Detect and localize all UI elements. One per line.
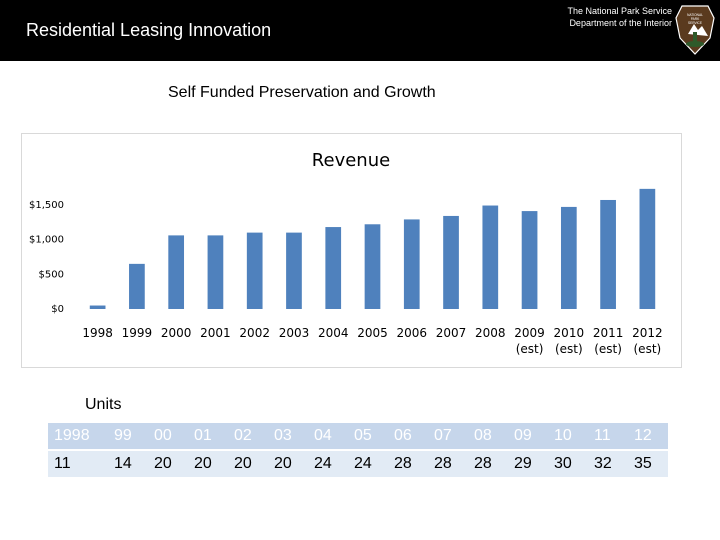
- nps-arrowhead-logo-icon: NATIONAL PARK SERVICE: [675, 5, 715, 55]
- units-year-cell: 99: [108, 423, 148, 449]
- header-title: Residential Leasing Innovation: [26, 20, 272, 40]
- units-year-cell: 12: [628, 423, 668, 449]
- chart-title: Revenue: [312, 150, 390, 171]
- bar-2006: [403, 219, 420, 309]
- units-year-cell: 09: [508, 423, 548, 449]
- units-count-cell: 24: [308, 451, 348, 477]
- bar-2005: [364, 224, 381, 309]
- x-tick-label: 2010: [554, 326, 585, 340]
- units-label: Units: [85, 396, 122, 413]
- units-year-cell: 04: [308, 423, 348, 449]
- x-tick-label: 2004: [318, 326, 349, 340]
- x-tick-label: 2009: [514, 326, 545, 340]
- units-count-cell: 35: [628, 451, 668, 477]
- revenue-chart: Revenue $0 $500 $1,000 $1,500 1998 1999 2000 2…: [21, 133, 682, 368]
- x-tick-label: 2001: [200, 326, 231, 340]
- units-count-cell: 24: [348, 451, 388, 477]
- x-tick-label: 2002: [239, 326, 270, 340]
- x-tick-label: 2012: [632, 326, 663, 340]
- units-count-cell: 29: [508, 451, 548, 477]
- bar-2000: [168, 235, 185, 309]
- bar-2007: [443, 215, 459, 309]
- units-year-row: 1998 99 00 01 02 03 04 05 06 07 08 09 10 11 12: [48, 423, 668, 449]
- units-year-cell: 05: [348, 423, 388, 449]
- y-tick-label: $0: [51, 304, 64, 315]
- x-tick-label: 1999: [122, 326, 153, 340]
- units-table: 1998 99 00 01 02 03 04 05 06 07 08 09 10 11 12 11 14 20 2…: [48, 421, 668, 479]
- revenue-chart-svg: Revenue $0 $500 $1,000 $1,500 1998 1999 2000 2…: [29, 150, 663, 356]
- units-count-cell: 30: [548, 451, 588, 477]
- x-tick-note: (est): [634, 342, 662, 356]
- x-tick-label: 1998: [82, 326, 113, 340]
- x-tick-note: (est): [594, 342, 622, 356]
- y-tick-label: $500: [39, 269, 64, 280]
- units-year-cell: 08: [468, 423, 508, 449]
- bar-2009: [521, 211, 538, 309]
- units-count-cell: 11: [48, 451, 108, 477]
- bar-2010: [560, 206, 577, 309]
- x-tick-label: 2008: [475, 326, 506, 340]
- x-tick-label: 2011: [593, 326, 624, 340]
- units-year-cell: 06: [388, 423, 428, 449]
- units-year-cell: 10: [548, 423, 588, 449]
- y-tick-label: $1,000: [29, 235, 64, 246]
- bar-1999: [129, 263, 145, 309]
- units-count-cell: 28: [388, 451, 428, 477]
- x-tick-label: 2006: [396, 326, 427, 340]
- bar-2011: [600, 199, 616, 309]
- slide-subtitle: Self Funded Preservation and Growth: [168, 84, 436, 101]
- bar-2012: [639, 188, 656, 309]
- svg-text:PARK: PARK: [691, 17, 700, 21]
- header-bar: Residential Leasing Innovation The Natio…: [0, 0, 720, 61]
- units-count-cell: 28: [428, 451, 468, 477]
- units-count-cell: 20: [228, 451, 268, 477]
- units-year-cell: 02: [228, 423, 268, 449]
- units-year-cell: 07: [428, 423, 468, 449]
- units-year-cell: 1998: [48, 423, 108, 449]
- bar-2001: [207, 235, 224, 309]
- x-tick-label: 2005: [357, 326, 388, 340]
- units-year-cell: 11: [588, 423, 628, 449]
- agency-line-1: The National Park Service: [567, 6, 672, 16]
- bar-2003: [286, 232, 302, 309]
- units-count-cell: 28: [468, 451, 508, 477]
- bar-1998: [89, 305, 106, 309]
- units-count-cell: 20: [188, 451, 228, 477]
- units-year-cell: 01: [188, 423, 228, 449]
- x-tick-note: (est): [516, 342, 544, 356]
- svg-text:NATIONAL: NATIONAL: [687, 13, 703, 17]
- svg-text:SERVICE: SERVICE: [688, 21, 702, 25]
- units-year-cell: 03: [268, 423, 308, 449]
- y-tick-label: $1,500: [29, 200, 64, 211]
- units-count-cell: 32: [588, 451, 628, 477]
- units-count-cell: 20: [268, 451, 308, 477]
- bar-2004: [325, 227, 342, 309]
- units-count-row: 11 14 20 20 20 20 24 24 28 28 28 29 30 32 35: [48, 451, 668, 477]
- units-count-cell: 20: [148, 451, 188, 477]
- agency-name: The National Park Service Department of …: [567, 5, 672, 29]
- bar-2002: [246, 232, 263, 309]
- bar-2008: [482, 205, 499, 309]
- x-tick-label: 2003: [279, 326, 310, 340]
- agency-line-2: Department of the Interior: [569, 18, 672, 28]
- units-year-cell: 00: [148, 423, 188, 449]
- x-tick-label: 2007: [436, 326, 467, 340]
- x-tick-note: (est): [555, 342, 583, 356]
- units-count-cell: 14: [108, 451, 148, 477]
- x-tick-label: 2000: [161, 326, 192, 340]
